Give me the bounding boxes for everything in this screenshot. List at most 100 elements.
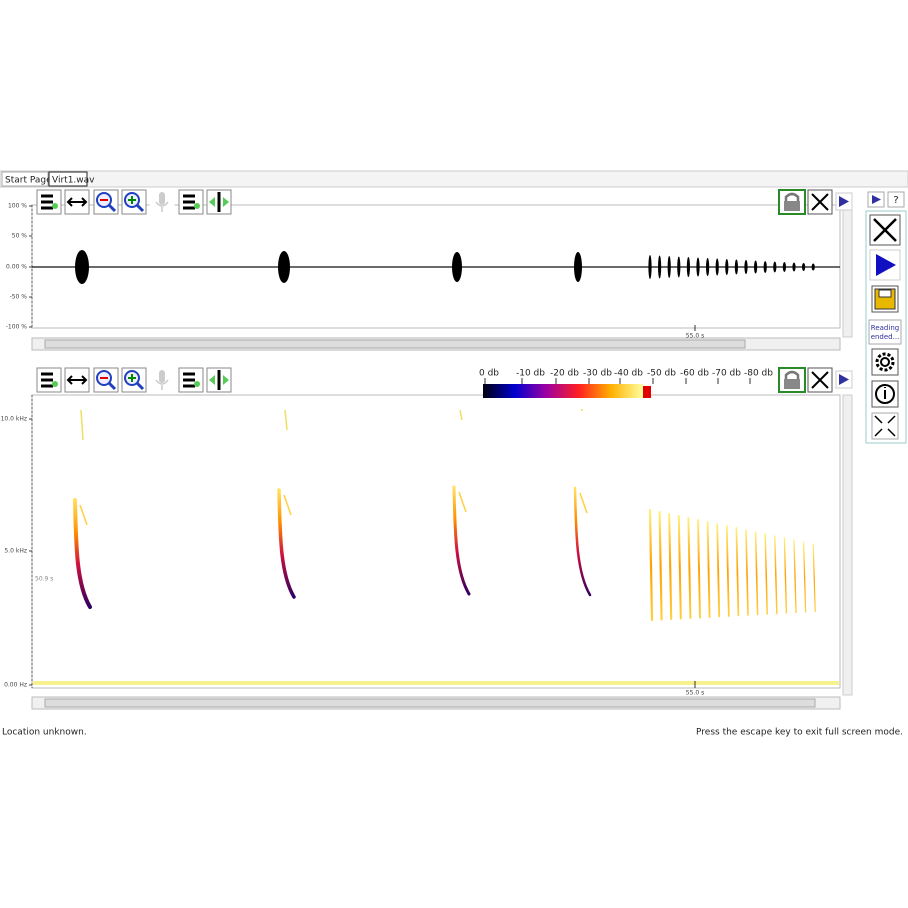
tool-icon — [155, 379, 169, 390]
pulse-trace — [648, 508, 654, 622]
call-trace-high — [80, 409, 84, 441]
call-harmonic — [458, 491, 467, 513]
pulse-envelope — [725, 259, 729, 275]
exit-icon — [874, 415, 896, 437]
pulse-trace — [735, 527, 740, 617]
y-label: 10.0 kHz — [1, 416, 27, 423]
spectrogram-plot — [31, 394, 841, 689]
call-trace-high — [284, 409, 288, 431]
call-envelope — [574, 252, 582, 282]
pulse-envelope — [706, 258, 710, 276]
close-icon — [811, 371, 829, 389]
call-harmonic — [283, 494, 292, 516]
settings-icon — [880, 357, 890, 367]
v-scrollbar[interactable] — [842, 394, 853, 696]
time-label: 55.0 s — [686, 690, 704, 697]
play-icon — [839, 374, 849, 385]
status-location: Location unknown. — [2, 728, 87, 738]
colorbar-marker[interactable] — [643, 386, 651, 398]
colorbar-label: -50 db — [647, 369, 676, 379]
tool-icon — [194, 381, 200, 387]
cursor-label: 50.9 s — [35, 576, 53, 583]
pulse-envelope — [782, 262, 787, 272]
tool-icon — [124, 370, 145, 391]
lock-icon — [784, 379, 800, 389]
spectrogram — [33, 409, 839, 685]
pulse-trace — [754, 531, 759, 616]
tab[interactable] — [48, 171, 88, 187]
pulse-envelope — [667, 256, 671, 278]
time-label: 55.0 s — [686, 333, 704, 340]
colorbar-label: -20 db — [550, 369, 579, 379]
help-label[interactable]: ? — [893, 195, 898, 206]
pulse-trace — [725, 525, 730, 617]
play-icon — [839, 196, 849, 207]
scroll-thumb[interactable] — [44, 339, 746, 349]
pulse-trace — [783, 537, 788, 614]
tool-icon — [209, 370, 229, 390]
pulse-trace — [668, 512, 673, 621]
pulse-trace — [658, 510, 663, 621]
pulse-envelope — [686, 257, 691, 277]
tool-icon — [52, 381, 58, 387]
colorbar-label: -10 db — [516, 369, 545, 379]
tool-icon — [209, 375, 229, 385]
info-icon — [875, 384, 895, 404]
tool-icon — [107, 381, 117, 391]
pulse-envelope — [802, 263, 806, 271]
pulse-trace — [774, 535, 778, 615]
tool-icon — [66, 375, 88, 385]
tool-icon — [66, 375, 88, 385]
tool-icon — [128, 196, 136, 204]
y-label: 0.00 % — [6, 264, 27, 271]
tool-icon — [209, 197, 229, 207]
pulse-envelope — [811, 263, 815, 271]
pulse-trace — [745, 529, 749, 616]
scroll-thumb[interactable] — [44, 698, 816, 708]
tool-icon — [96, 192, 117, 213]
tool-icon — [66, 197, 88, 207]
pulse-trace — [706, 521, 711, 618]
tab-label[interactable]: Virt1.wav — [52, 176, 95, 186]
call-trace — [73, 498, 92, 609]
pulse-envelope — [715, 258, 719, 276]
tool-icon — [52, 203, 58, 209]
tab[interactable] — [1, 171, 49, 187]
y-label: 0.00 Hz — [4, 682, 27, 689]
close-icon — [811, 193, 829, 211]
call-trace — [452, 485, 471, 596]
colorbar-label: -70 db — [712, 369, 741, 379]
save-icon — [878, 289, 892, 298]
pulse-trace — [764, 533, 768, 615]
pulse-envelope — [754, 260, 758, 274]
pulse-trace — [802, 541, 807, 613]
pulse-trace — [812, 543, 816, 613]
pulse-envelope — [648, 255, 652, 279]
tool-icon — [159, 192, 165, 205]
pulse-envelope — [792, 262, 796, 272]
tool-icon — [183, 372, 200, 388]
v-scrollbar[interactable] — [842, 204, 853, 338]
tab-label[interactable]: Start Page — [5, 176, 52, 186]
call-envelope — [452, 252, 462, 282]
pulse-trace — [677, 514, 682, 620]
waveform — [75, 250, 815, 284]
tool-icon — [135, 203, 145, 213]
tool-icon — [183, 194, 200, 210]
close-icon — [873, 218, 897, 242]
colorbar-label: 0 db — [479, 369, 499, 379]
call-trace-high — [459, 409, 463, 421]
tool-icon — [159, 370, 165, 383]
tab-bar — [0, 170, 908, 188]
call-envelope — [75, 250, 89, 284]
colorbar-label: -40 db — [614, 369, 643, 379]
tool-icon — [96, 370, 117, 391]
pulse-envelope — [677, 256, 681, 278]
play-icon — [876, 254, 896, 276]
status-hint: Press the escape key to exit full screen… — [696, 728, 903, 738]
colorbar-label: -30 db — [583, 369, 612, 379]
settings-icon — [875, 352, 895, 372]
pulse-envelope — [696, 257, 700, 277]
help-button[interactable] — [887, 191, 905, 208]
